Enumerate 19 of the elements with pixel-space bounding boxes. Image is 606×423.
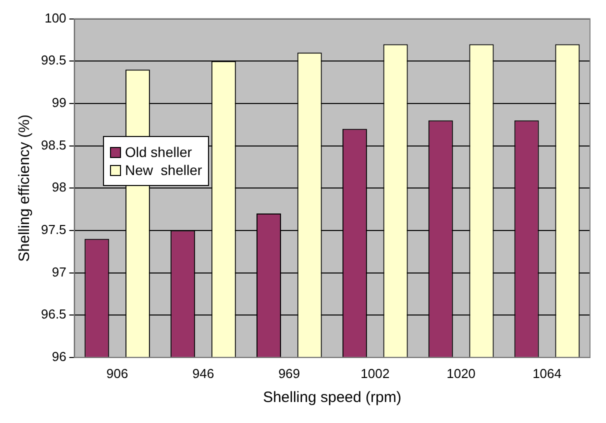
y-tick-label: 99: [52, 95, 66, 110]
y-tick-label: 97: [52, 264, 66, 280]
legend-label: Old sheller: [125, 144, 192, 160]
y-tick-label: 100: [44, 10, 66, 26]
x-tick-label: 1064: [532, 366, 562, 381]
legend-label: New sheller: [125, 162, 202, 178]
y-tick-label: 96.5: [40, 306, 66, 322]
x-tick-label: 969: [278, 366, 300, 381]
y-tick-label: 98.5: [40, 137, 66, 152]
x-axis-title: Shelling speed (rpm): [262, 389, 402, 406]
x-tick-label: 946: [192, 366, 214, 381]
x-tick-label: 906: [106, 366, 128, 381]
y-tick-label: 97.5: [40, 222, 66, 238]
y-axis-title: Shelling efficiency (%): [16, 114, 34, 262]
y-tick-label: 98: [52, 180, 66, 195]
x-tick-label: 1020: [446, 366, 476, 381]
y-tick-label: 99.5: [40, 52, 66, 68]
x-tick-label: 1002: [360, 366, 390, 381]
y-tick-label: 96: [52, 348, 66, 364]
